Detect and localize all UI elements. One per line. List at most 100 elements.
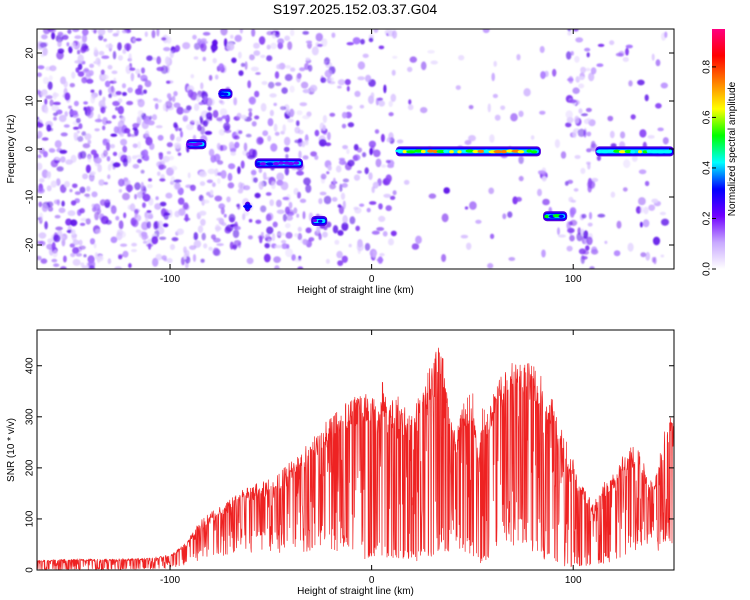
noise-blob: [72, 29, 80, 33]
track-peak: [222, 92, 229, 96]
noise-blob: [232, 229, 240, 238]
noise-blob: [70, 252, 76, 258]
track-peak: [483, 149, 490, 153]
noise-blob: [303, 177, 311, 186]
noise-blob: [223, 213, 227, 218]
noise-blob: [151, 29, 156, 39]
noise-blob: [273, 102, 278, 107]
noise-blob: [95, 254, 104, 262]
noise-blob: [141, 120, 149, 130]
noise-blob: [255, 72, 261, 75]
noise-blob: [103, 38, 107, 42]
noise-blob: [107, 29, 113, 33]
noise-blob: [588, 72, 595, 82]
noise-blob: [622, 57, 629, 62]
noise-blob: [86, 186, 91, 192]
spectral-track: [243, 201, 253, 212]
noise-blob: [307, 64, 313, 72]
noise-blob: [76, 130, 80, 134]
noise-blob: [378, 203, 383, 210]
noise-blob: [294, 126, 301, 134]
noise-blob: [122, 250, 129, 258]
noise-blob: [120, 138, 128, 146]
noise-blob: [660, 254, 665, 258]
noise-blob: [37, 255, 42, 261]
noise-blob: [293, 207, 298, 214]
noise-blob: [169, 244, 176, 250]
noise-blob: [73, 132, 78, 139]
noise-blob: [296, 120, 300, 127]
noise-blob: [266, 31, 274, 36]
noise-blob: [37, 89, 41, 95]
noise-blob: [635, 206, 642, 214]
noise-blob: [70, 200, 77, 206]
noise-blob: [64, 111, 68, 117]
noise-blob: [375, 158, 382, 168]
noise-blob: [50, 180, 57, 188]
noise-blob: [144, 80, 152, 88]
noise-blob: [638, 169, 647, 175]
noise-blob: [93, 47, 98, 53]
noise-blob: [639, 221, 643, 228]
noise-blob: [265, 233, 271, 238]
noise-blob: [282, 124, 287, 133]
noise-blob: [211, 234, 216, 240]
noise-blob: [202, 199, 210, 204]
track-peak: [544, 214, 549, 219]
noise-blob: [199, 170, 207, 178]
noise-blob: [148, 243, 152, 250]
noise-blob: [190, 74, 195, 79]
noise-blob: [83, 67, 89, 72]
noise-blob: [359, 104, 365, 109]
noise-blob: [137, 98, 145, 108]
track-peak: [613, 149, 621, 153]
noise-blob: [321, 38, 328, 47]
noise-blob: [263, 172, 267, 180]
track-peak: [420, 149, 426, 154]
noise-blob: [270, 42, 277, 50]
noise-blob: [341, 255, 348, 263]
noise-blob: [578, 108, 583, 114]
noise-blob: [273, 256, 281, 263]
noise-blob: [48, 29, 57, 33]
noise-blob: [63, 80, 68, 88]
noise-blob: [134, 193, 138, 200]
noise-blob: [620, 131, 626, 139]
noise-blob: [122, 157, 128, 167]
noise-blob: [643, 206, 649, 215]
noise-blob: [39, 212, 44, 221]
noise-blob: [173, 122, 178, 129]
noise-blob: [156, 66, 165, 72]
noise-blob: [164, 212, 171, 216]
noise-blob: [368, 140, 376, 148]
noise-blob: [342, 215, 348, 224]
noise-blob: [173, 179, 182, 183]
noise-blob: [364, 243, 371, 251]
noise-blob: [288, 201, 293, 209]
noise-blob: [296, 170, 304, 176]
noise-blob: [212, 57, 217, 64]
noise-blob: [226, 42, 235, 51]
noise-blob: [290, 29, 295, 37]
noise-blob: [610, 191, 616, 198]
noise-blob: [44, 98, 48, 105]
noise-blob: [118, 55, 123, 61]
noise-blob: [443, 187, 451, 194]
track-peak: [293, 161, 300, 165]
noise-blob: [79, 222, 86, 226]
noise-blob: [631, 154, 638, 162]
noise-blob: [286, 147, 290, 152]
track-peak: [449, 150, 454, 154]
noise-blob: [331, 197, 338, 202]
noise-blob: [569, 207, 577, 216]
noise-blob: [368, 172, 373, 181]
noise-blob: [622, 187, 628, 192]
noise-blob: [284, 73, 293, 82]
noise-blob: [158, 164, 167, 170]
track-peak: [493, 150, 503, 154]
noise-blob: [41, 204, 48, 212]
noise-blob: [119, 231, 126, 238]
track-peak: [500, 150, 508, 154]
noise-blob: [55, 226, 63, 231]
noise-blob: [221, 115, 229, 120]
